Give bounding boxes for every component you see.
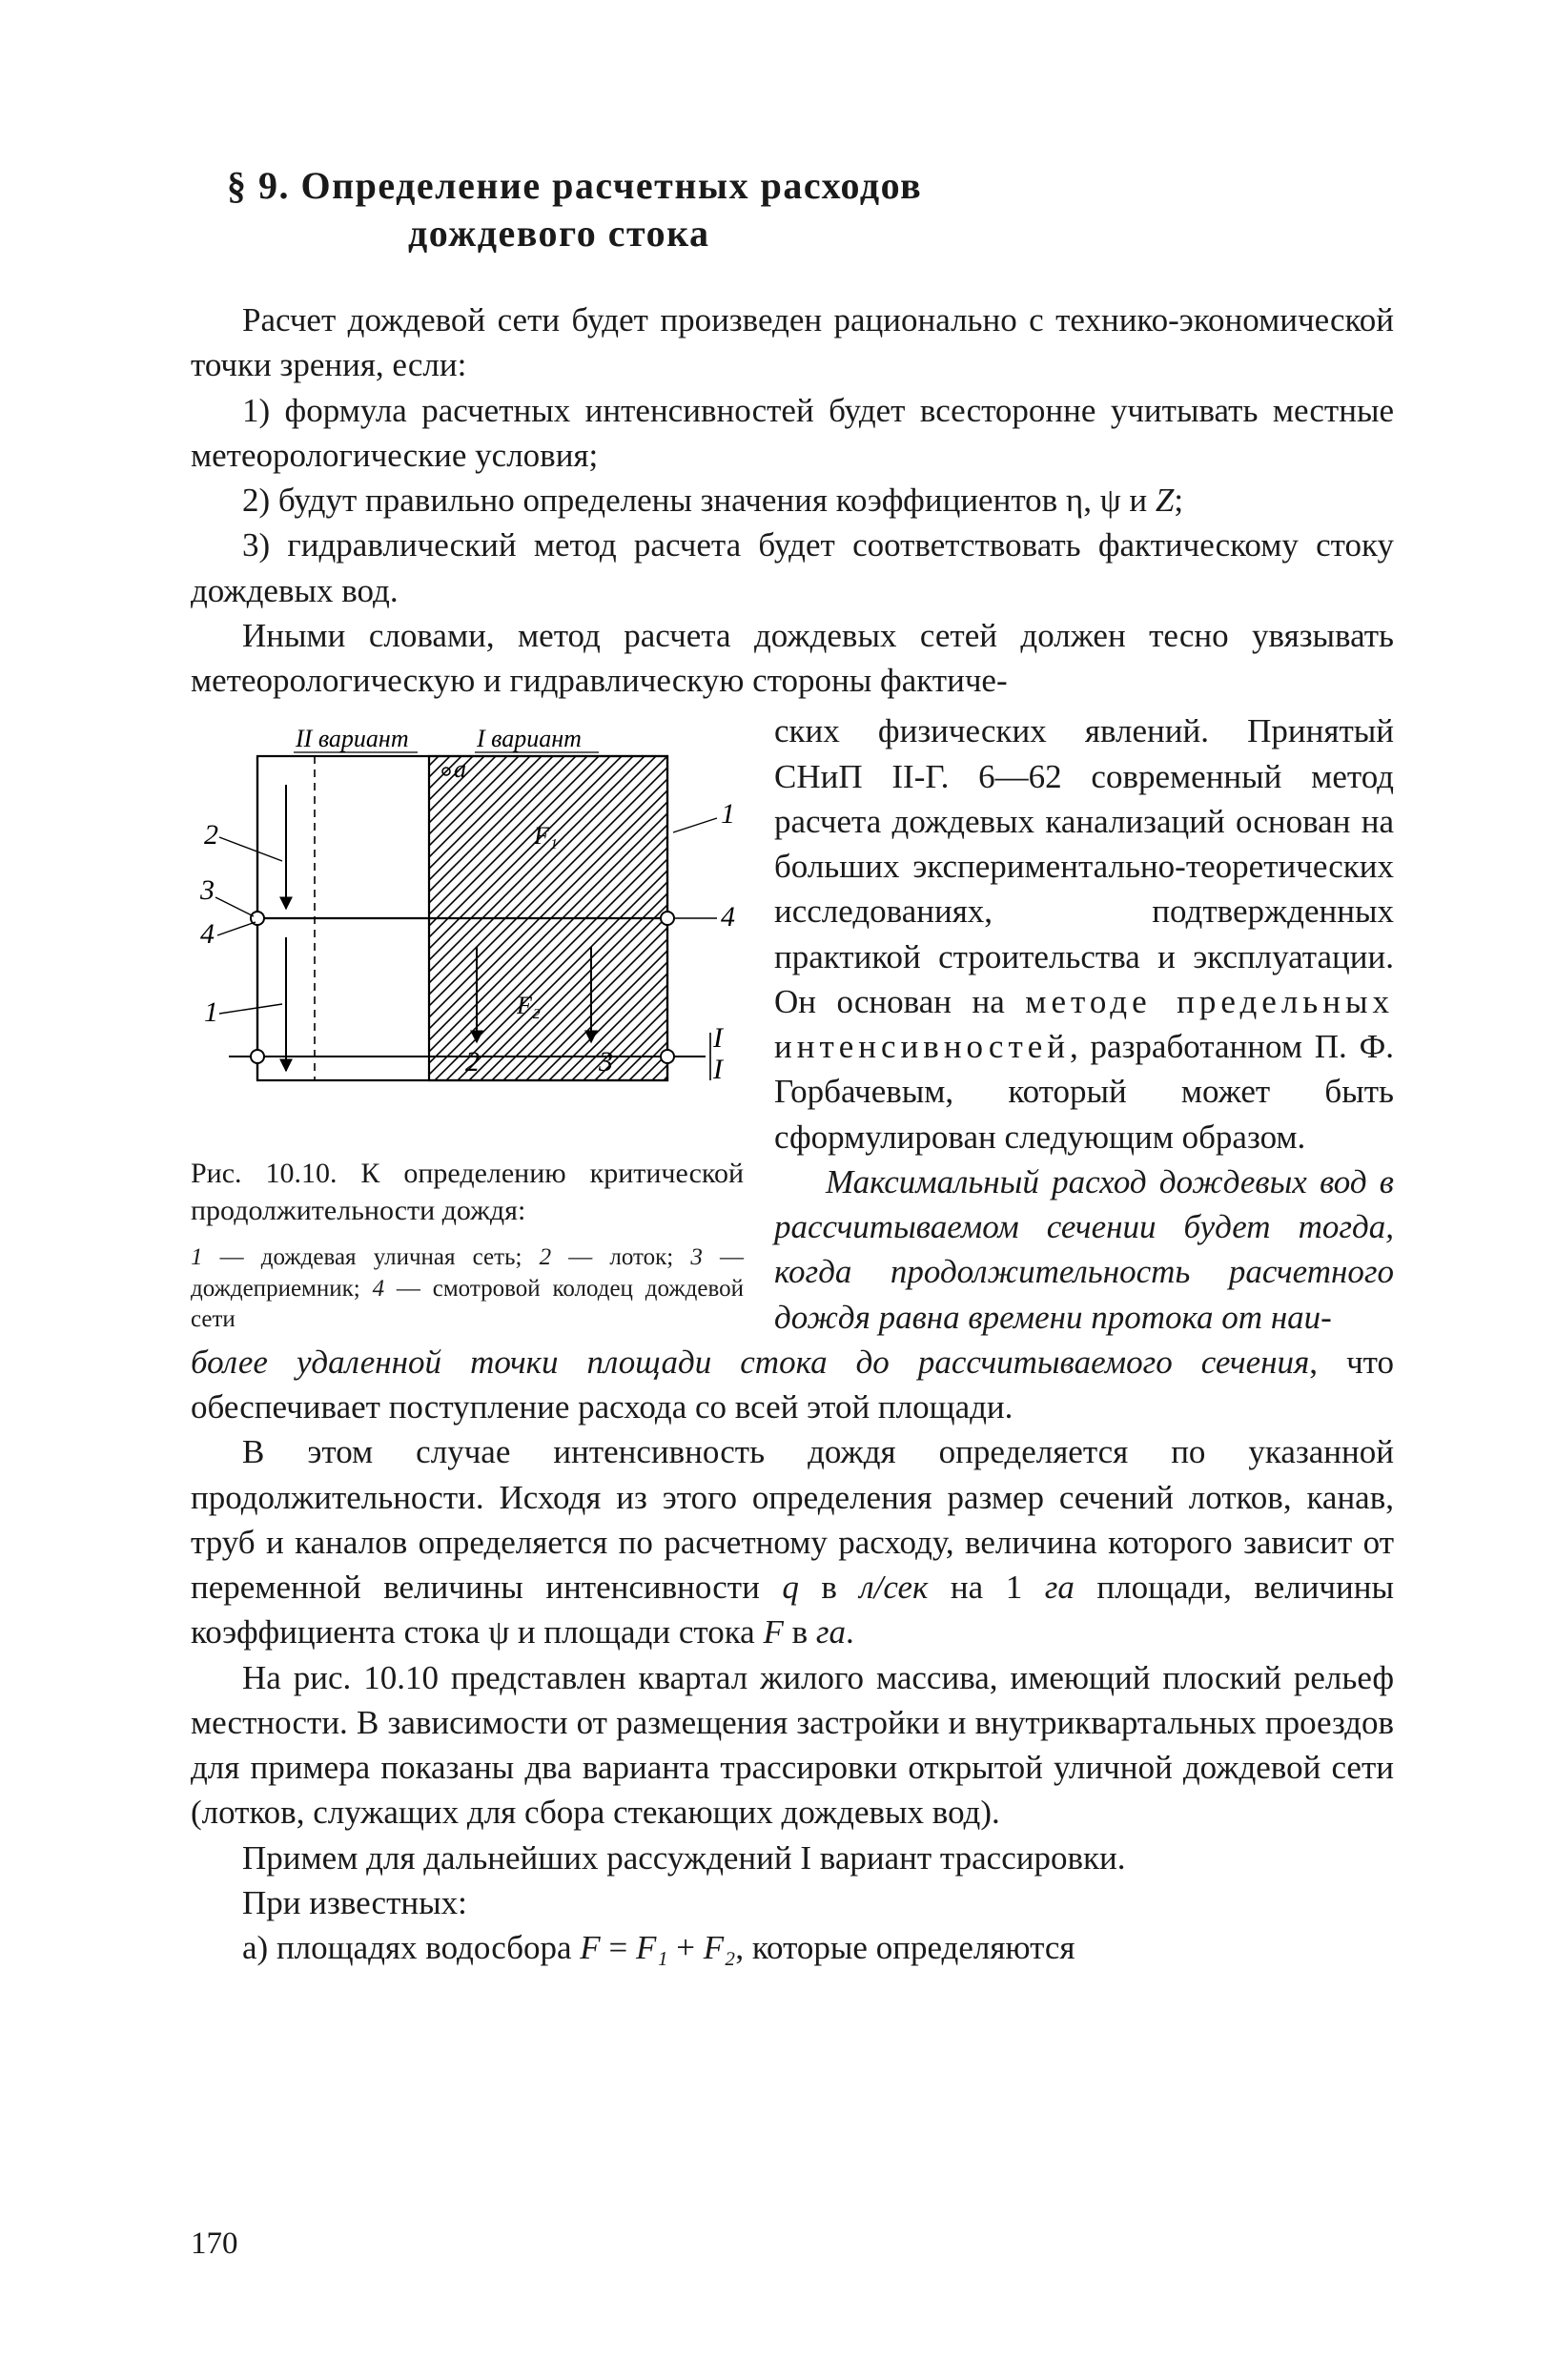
svg-callout-3b: 3 bbox=[598, 1046, 613, 1077]
svg-callout-4r: 4 bbox=[721, 901, 735, 933]
legend-3-num: 3 bbox=[690, 1244, 703, 1270]
q-paragraph: В этом случае интенсивность дождя опреде… bbox=[191, 1429, 1394, 1654]
form-F2: F₂ bbox=[704, 1929, 736, 1966]
fig-ref-paragraph: На рис. 10.10 представлен квартал жилого… bbox=[191, 1655, 1394, 1836]
section-heading: § 9. Определение расчетных расходов дожд… bbox=[191, 162, 1394, 257]
q-c: на 1 bbox=[928, 1569, 1044, 1606]
heading-line-1: § 9. Определение расчетных расходов bbox=[227, 164, 922, 207]
legend-1-num: 1 bbox=[191, 1244, 203, 1270]
list-item-3: 3) гидравлический метод расчета будет со… bbox=[191, 523, 1394, 613]
figure-svg: a F₁ F₂ I I bbox=[191, 718, 744, 1128]
q-b: в bbox=[799, 1569, 860, 1606]
right-col-italic-para: Максимальный расход дождевых вод в рассч… bbox=[774, 1159, 1394, 1340]
list-item-2a: 2) будут правильно определены значения к… bbox=[242, 482, 1156, 519]
q-e: в bbox=[784, 1613, 816, 1651]
intro-paragraph: Расчет дождевой сети будет произведен ра… bbox=[191, 298, 1394, 388]
figure-legend: 1 — дождевая уличная сеть; 2 — лоток; 3 … bbox=[191, 1242, 744, 1336]
legend-1: — дождевая уличная сеть; bbox=[203, 1244, 540, 1270]
figure-column: a F₁ F₂ I I bbox=[191, 708, 744, 1336]
form-b: , которые определяются bbox=[735, 1929, 1075, 1966]
legend-2: — лоток; bbox=[551, 1244, 690, 1270]
svg-label-F2: F₂ bbox=[516, 992, 541, 1019]
form-a: а) площадях водосбора bbox=[242, 1929, 580, 1966]
legend-4-num: 4 bbox=[373, 1276, 385, 1302]
continuation-italic-para: более удаленной точки площади стока до р… bbox=[191, 1340, 1394, 1430]
right-text-column: ских физических явлений. Принятый СНиП I… bbox=[774, 708, 1394, 1340]
unit-ga-2: га bbox=[816, 1613, 846, 1651]
svg-callout-2b: 2 bbox=[465, 1046, 480, 1077]
form-F1: F₁ bbox=[636, 1929, 668, 1966]
svg-label-F1: F₁ bbox=[533, 822, 558, 850]
right-col-para: ских физических явлений. Принятый СНиП I… bbox=[774, 708, 1394, 1159]
known-paragraph: При известных: bbox=[191, 1880, 1394, 1925]
figure-caption: Рис. 10.10. К определению критической пр… bbox=[191, 1155, 744, 1229]
legend-2-num: 2 bbox=[540, 1244, 552, 1270]
svg-I-right-top: I bbox=[712, 1022, 725, 1054]
symbol-q: q bbox=[782, 1569, 799, 1606]
q-f: . bbox=[846, 1613, 854, 1651]
page-number: 170 bbox=[191, 2223, 238, 2266]
unit-ga-1: га bbox=[1045, 1569, 1075, 1606]
list-item-2: 2) будут правильно определены значения к… bbox=[191, 478, 1394, 523]
page: § 9. Определение расчетных расходов дожд… bbox=[0, 0, 1556, 2380]
svg-callout-4l: 4 bbox=[200, 918, 215, 950]
right-col-a: ских физических явлений. Принятый СНиП I… bbox=[774, 712, 1394, 1020]
right-col-italic: Максимальный расход дождевых вод в рассч… bbox=[774, 1163, 1394, 1336]
symbol-Z: Z bbox=[1156, 482, 1174, 519]
symbol-F: F bbox=[763, 1613, 783, 1651]
svg-callout-1l: 1 bbox=[204, 996, 218, 1028]
list-item-2b: ; bbox=[1174, 482, 1183, 519]
form-F: F bbox=[580, 1929, 600, 1966]
figure-10-10: a F₁ F₂ I I bbox=[191, 718, 744, 1128]
list-item-1: 1) формула расчетных интенсивностей буде… bbox=[191, 388, 1394, 479]
svg-I-right-bot: I bbox=[712, 1054, 725, 1085]
form-plus: + bbox=[668, 1929, 704, 1966]
svg-callout-1r: 1 bbox=[721, 798, 735, 830]
unit-lsek: л/сек bbox=[859, 1569, 928, 1606]
heading-line-2: дождевого стока bbox=[267, 210, 1394, 257]
formula-paragraph: а) площадях водосбора F = F₁ + F₂, котор… bbox=[191, 1925, 1394, 1970]
form-eq: = bbox=[601, 1929, 636, 1966]
two-column-region: a F₁ F₂ I I bbox=[191, 708, 1394, 1340]
variant-paragraph: Примем для дальнейших рассуждений I вари… bbox=[191, 1836, 1394, 1880]
cont-italic: более удаленной точки площади стока до р… bbox=[191, 1344, 1309, 1381]
bridge-paragraph: Иными словами, метод расчета дождевых се… bbox=[191, 613, 1394, 704]
svg-point-a: a bbox=[454, 755, 466, 783]
